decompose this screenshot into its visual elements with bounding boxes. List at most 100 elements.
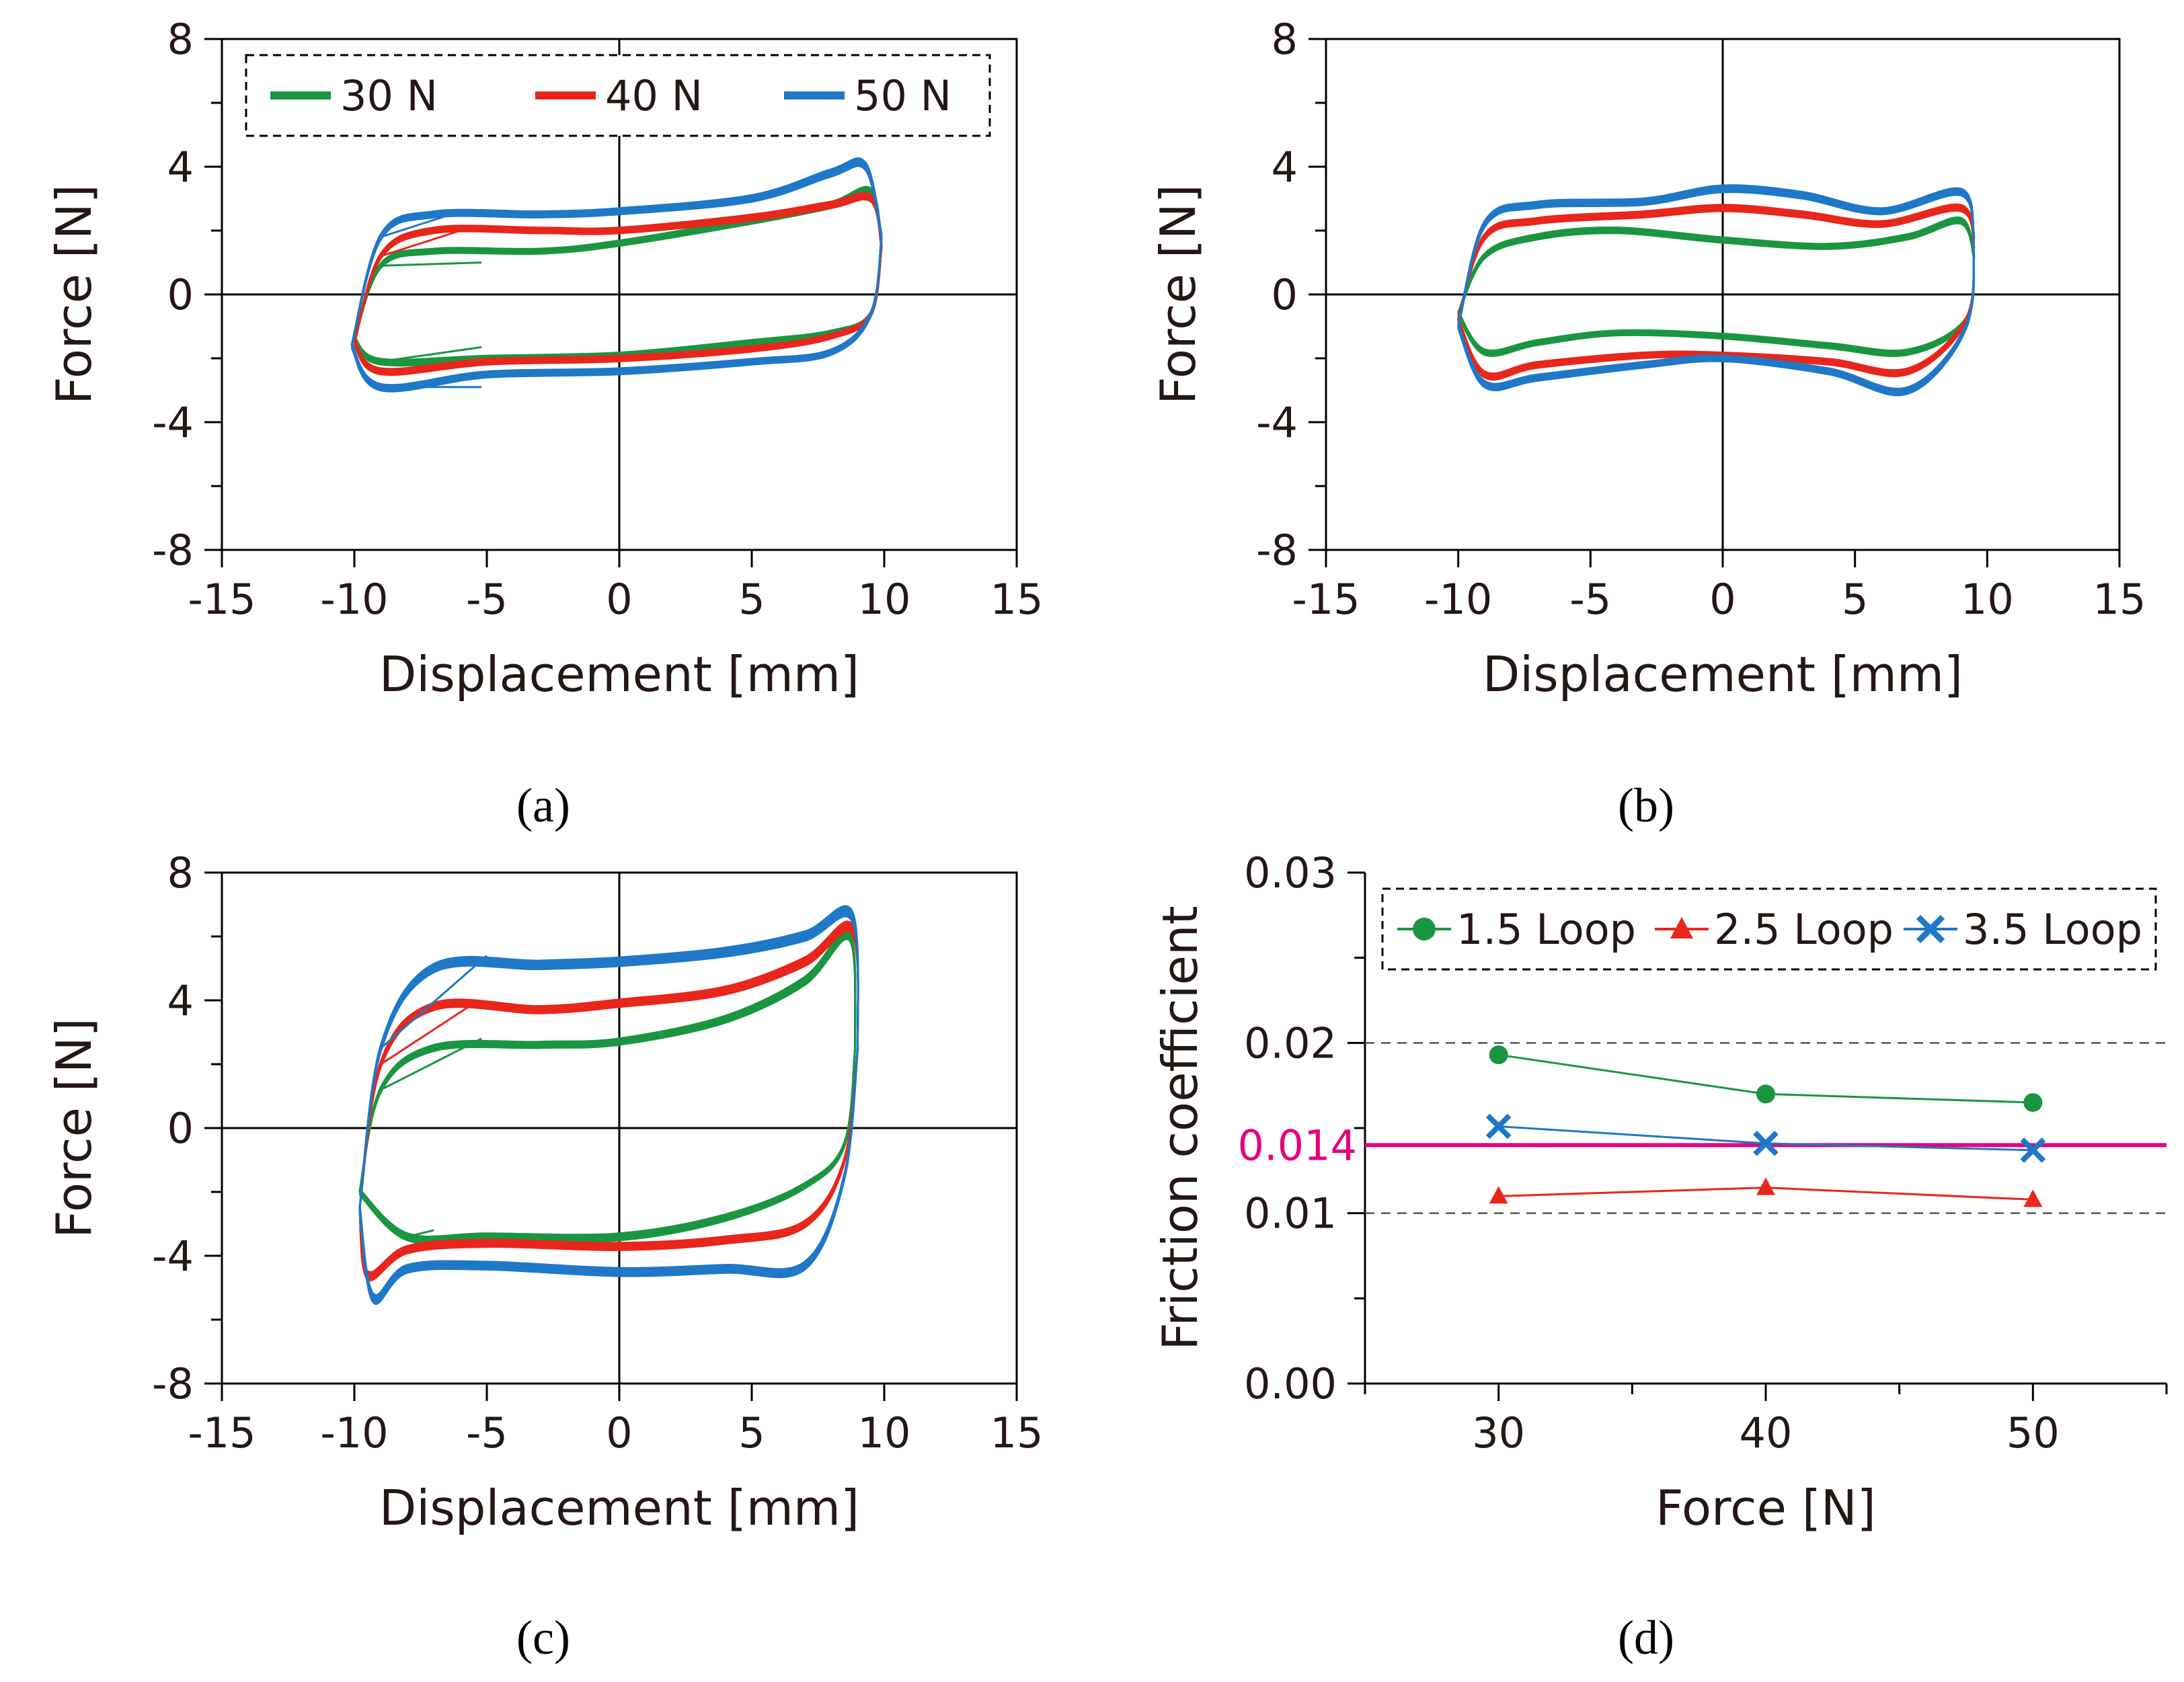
x-tick-label: 40 [1740,1408,1793,1457]
loop-upper-branch [353,196,883,344]
y-tick-label: 0.01 [1244,1189,1337,1238]
loop-upper-branch [358,920,859,1208]
x-tick-label: 50 [2006,1408,2060,1457]
loop-upper-branch [358,912,859,1209]
panel-label-d-text: (d) [1618,1611,1674,1665]
loop-upper-branch [1457,218,1976,314]
data-point-circle [1489,1045,1508,1065]
x-tick-label: 5 [738,575,765,624]
panel-label-b: (b) [1618,778,1674,832]
loop-lower-branch [358,1048,857,1244]
series-50-n [350,157,883,393]
legend-box [245,54,991,137]
panel-c: -15 -10 -5 0 5 10 15 -8 -4 0 4 8 Displacement [mm] Fo… [46,848,1043,1536]
legend-item: 3.5 Loop [1904,905,2142,954]
y-tick-label: 4 [167,976,194,1025]
y-tick-label: -4 [152,1232,194,1281]
panel-label-c-text: (c) [516,1611,570,1665]
x-tick-label: -10 [320,1408,388,1457]
data-point-x [1753,1130,1779,1156]
x-tick-label: -5 [466,1408,508,1457]
loop-upper-branch [1457,184,1976,325]
x-axis-title: Displacement [mm] [1483,646,1963,703]
x-tick-label: 15 [990,1408,1044,1457]
data-point-circle [2023,1093,2043,1112]
y-tick-label: -8 [152,526,194,575]
loop-lower-branch [358,1047,857,1238]
x-tick-label: 10 [858,1408,911,1457]
y-tick-label: 8 [1272,15,1298,64]
y-tick-label: 4 [1272,143,1298,192]
legend-item: 2.5 Loop [1655,905,1894,954]
y-tick-label: 0.03 [1244,848,1337,897]
x-tick-label: 10 [1961,575,2014,624]
x-axis-title: Force [N] [1655,1480,1876,1536]
loop-lower-branch [1457,237,1976,397]
x-axis-title: Displacement [mm] [379,1480,859,1536]
panel-label-b-text: (b) [1618,778,1674,832]
loop-lower-branch [358,1047,857,1240]
legend-label: 2.5 Loop [1714,905,1894,954]
data-point-x [1485,1113,1512,1139]
y-tick-label: -4 [152,398,194,447]
series-1-5-loop [1489,1045,2043,1112]
y-tick-label: 8 [167,848,194,897]
start-segment [380,1002,475,1066]
y-tick-label: -8 [1256,526,1298,575]
legend-item: 50 N [784,71,951,120]
legend-label: 40 N [605,71,703,120]
x-tick-label: -15 [1292,575,1360,624]
panel-a: -15 -10 -5 0 5 10 15 -8 -4 0 4 8 Displacement [mm] Fo… [46,15,1043,703]
loop-lower-branch [350,237,883,393]
data-point-x [2020,1137,2046,1163]
legend: 1.5 Loop 2.5 Loop 3.5 Loop [1381,887,2157,971]
legend-marker-triangle [1670,917,1693,938]
y-tick-label: 0 [167,270,194,319]
series-50-n [1457,184,1976,397]
start-segment [380,229,461,257]
loop-upper-branch [358,905,859,1207]
loop-upper-branch [1457,209,1976,322]
y-axis-title: Force [N] [46,1018,102,1238]
legend-item: 40 N [535,71,703,120]
loop-upper-branch [353,192,883,342]
legend-label: 30 N [340,71,438,120]
y-tick-label: 4 [167,143,194,192]
data-point-circle [1756,1084,1775,1104]
legend-box [1381,887,2157,971]
x-axis-title: Displacement [mm] [379,646,859,703]
y-tick-label: 0.00 [1244,1359,1337,1408]
panel-label-d: (d) [1618,1611,1674,1665]
panel-b: -15 -10 -5 0 5 10 15 -8 -4 0 4 8 Displacement [mm] Fo… [1150,15,2146,703]
x-tick-label: 5 [738,1408,765,1457]
x-tick-label: 0 [606,1408,632,1457]
loop-lower-branch [353,247,883,367]
reference-line-label: 0.014 [1238,1121,1358,1170]
series-40-n [353,192,883,376]
loop-lower-branch [358,1049,859,1305]
loop-upper-branch [358,908,859,1208]
x-tick-label: 15 [990,575,1044,624]
y-tick-label: 0 [1272,270,1298,319]
loop-upper-branch [350,165,883,347]
start-segment [380,210,461,238]
loop-lower-branch [358,1049,857,1245]
loop-lower-branch [358,1048,857,1242]
legend-label: 50 N [854,71,951,120]
panel-label-a: (a) [516,778,570,832]
end-segment [381,346,482,363]
y-tick-label: 0.02 [1244,1018,1337,1068]
series-50-n [358,905,859,1305]
x-tick-label: 0 [1709,575,1736,624]
y-axis-title: Force [N] [1150,184,1206,405]
x-tick-label: -10 [1424,575,1492,624]
panel-label-c: (c) [516,1611,570,1665]
y-tick-label: -4 [1256,398,1298,447]
legend-label: 1.5 Loop [1456,905,1636,954]
y-tick-label: 8 [167,15,194,64]
x-tick-label: 0 [606,575,632,624]
loop-upper-branch [1457,203,1976,319]
loop-lower-branch [358,1047,859,1298]
x-tick-label: 15 [2093,575,2146,624]
x-tick-label: 10 [858,575,911,624]
